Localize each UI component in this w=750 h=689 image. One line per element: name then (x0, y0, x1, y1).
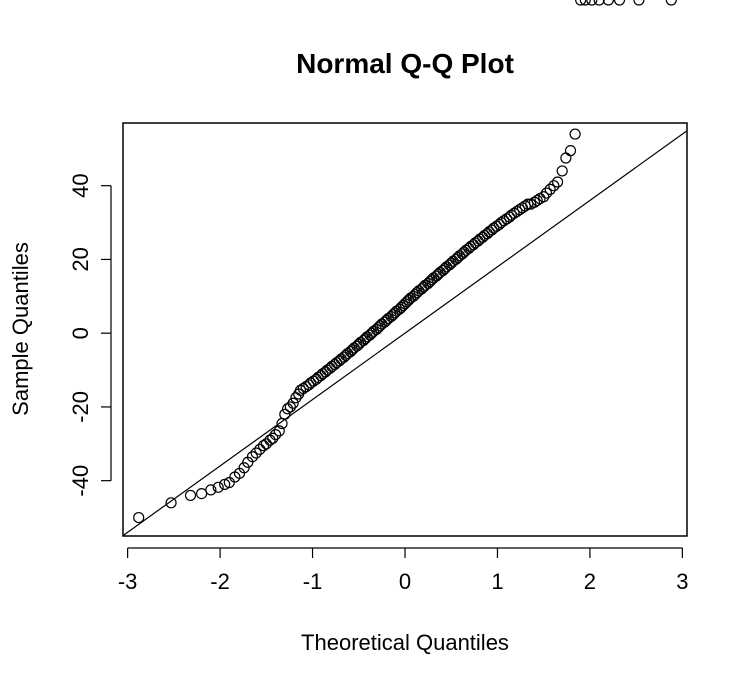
data-point (387, 309, 399, 321)
x-tick-label: 3 (676, 569, 688, 594)
data-point (287, 397, 299, 409)
x-tick-label: 2 (584, 569, 596, 594)
data-point (195, 487, 208, 500)
data-point (514, 204, 526, 216)
y-tick-label: 0 (68, 327, 93, 339)
data-point (246, 451, 259, 463)
data-point (508, 207, 520, 219)
data-point (613, 0, 626, 6)
y-axis-label: Sample Quantiles (8, 242, 33, 416)
data-point (205, 484, 217, 496)
data-point (456, 248, 468, 260)
data-point (544, 183, 556, 195)
data-point (450, 253, 462, 266)
data-point (254, 443, 266, 455)
data-point (344, 346, 357, 358)
data-point (284, 401, 296, 413)
data-point (273, 425, 285, 437)
data-point (540, 187, 553, 199)
data-point (579, 0, 591, 6)
data-point (531, 194, 543, 207)
data-point (519, 200, 531, 212)
data-point (443, 259, 455, 271)
data-point (372, 322, 384, 334)
data-point (305, 377, 317, 389)
points-group (133, 0, 677, 524)
data-point (338, 351, 350, 363)
data-point (401, 296, 413, 308)
data-point (569, 128, 581, 140)
data-point (379, 316, 391, 328)
data-point (133, 511, 145, 524)
x-axis-label: Theoretical Quantiles (301, 630, 509, 655)
data-point (357, 334, 369, 347)
data-point (602, 0, 615, 6)
data-point (505, 209, 517, 221)
x-tick-label: -2 (210, 569, 230, 594)
data-point (424, 275, 436, 288)
y-tick-label: 20 (68, 247, 93, 271)
data-point (260, 438, 272, 450)
data-point (294, 384, 307, 396)
data-point (364, 329, 376, 341)
data-point (279, 408, 291, 420)
data-point (238, 462, 250, 474)
y-tick-label: -20 (68, 391, 93, 423)
data-point (437, 264, 449, 277)
x-tick-label: 0 (399, 569, 411, 594)
data-point (564, 145, 577, 157)
data-point (538, 191, 550, 203)
data-point (267, 432, 279, 444)
data-point (522, 198, 534, 210)
data-point (430, 270, 443, 282)
reference-line (122, 130, 688, 537)
data-point (250, 447, 262, 459)
data-point (498, 215, 510, 227)
x-axis: -3 -2 -1 0 1 2 3 (118, 547, 689, 594)
data-point (495, 216, 507, 229)
x-tick-label: -1 (303, 569, 323, 594)
data-point (575, 0, 587, 6)
data-point (556, 165, 568, 177)
reference-line-group (122, 130, 688, 537)
x-tick-label: 1 (491, 569, 503, 594)
data-point (416, 283, 428, 295)
data-point (488, 222, 500, 234)
chart-title: Normal Q-Q Plot (296, 48, 514, 79)
x-tick-label: -3 (118, 569, 138, 594)
data-point (351, 340, 363, 352)
data-point (560, 152, 572, 164)
y-axis: -40 -20 0 20 40 (68, 173, 112, 497)
data-point (409, 288, 421, 301)
data-point (269, 428, 282, 441)
data-point (257, 440, 270, 452)
data-point (297, 382, 309, 395)
data-point (551, 176, 564, 188)
data-point (528, 196, 541, 208)
y-tick-label: 40 (68, 173, 93, 197)
data-point (586, 0, 598, 6)
data-point (633, 0, 645, 6)
data-point (548, 180, 560, 192)
y-tick-label: -40 (68, 465, 93, 497)
data-point (184, 489, 197, 502)
data-point (593, 0, 605, 6)
data-point (511, 205, 523, 218)
data-point (165, 497, 177, 509)
data-point (665, 0, 677, 6)
data-point (212, 481, 224, 493)
plot-frame (122, 122, 688, 537)
